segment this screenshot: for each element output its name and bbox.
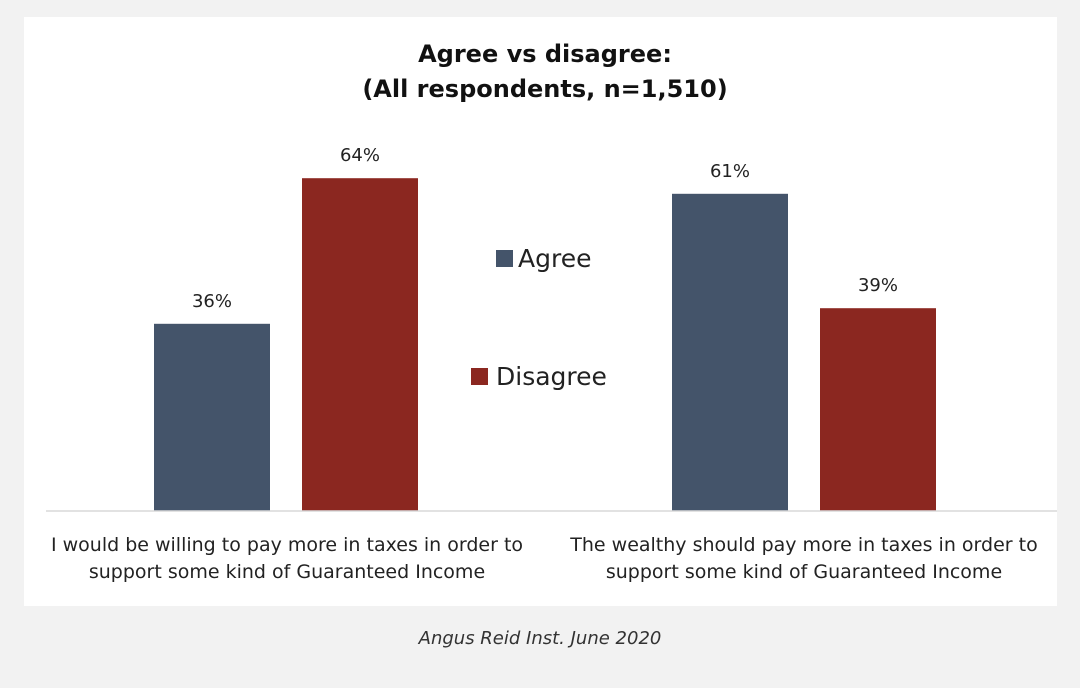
bar-disagree-cat-1	[302, 178, 418, 511]
category-label-2-line-2: support some kind of Guaranteed Income	[606, 561, 1002, 583]
source-caption: Angus Reid Inst. June 2020	[418, 628, 662, 649]
legend-label-agree: Agree	[518, 244, 591, 273]
chart-title-line-2: (All respondents, n=1,510)	[362, 75, 727, 103]
data-label-disagree-cat-1: 64%	[340, 145, 380, 166]
legend-item-agree: Agree	[496, 244, 591, 273]
data-label-agree-cat-1: 36%	[192, 291, 232, 312]
legend: Agree Disagree	[471, 244, 607, 391]
legend-label-disagree: Disagree	[496, 362, 607, 391]
category-label-1-line-1: I would be willing to pay more in taxes …	[51, 534, 523, 556]
labels-layer: 36% 61% 64% 39% I would be willing to pay mo…	[51, 145, 1038, 583]
chart-title-line-1: Agree vs disagree:	[418, 40, 672, 68]
chart-panel: Agree vs disagree: (All respondents, n=1…	[24, 17, 1057, 606]
bar-agree-cat-2	[672, 193, 788, 512]
bar-agree-cat-1	[154, 323, 270, 511]
category-label-2-line-1: The wealthy should pay more in taxes in …	[569, 534, 1037, 556]
legend-swatch-agree	[496, 250, 513, 267]
legend-item-disagree: Disagree	[471, 362, 607, 391]
data-label-disagree-cat-2: 39%	[858, 275, 898, 296]
data-label-agree-cat-2: 61%	[710, 161, 750, 182]
category-label-1-line-2: support some kind of Guaranteed Income	[89, 561, 485, 583]
bar-chart: Agree vs disagree: (All respondents, n=1…	[46, 40, 1057, 583]
bar-disagree-cat-2	[820, 308, 936, 511]
legend-swatch-disagree	[471, 368, 488, 385]
bars-layer	[154, 178, 936, 512]
